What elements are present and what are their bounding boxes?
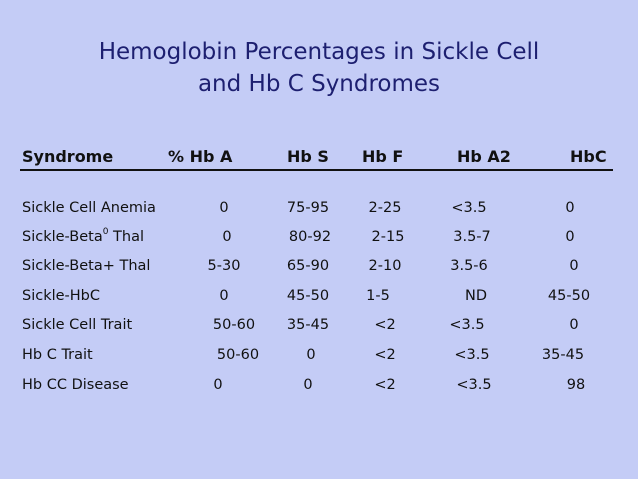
cell-hbs: 65-90 xyxy=(286,258,330,274)
cell-hba2: <3.5 xyxy=(456,377,492,393)
cell-syndrome: Hb C Trait xyxy=(22,347,93,363)
cell-hbc: 0 xyxy=(565,229,575,245)
cell-syndrome: Sickle Cell Trait xyxy=(22,317,133,333)
cell-hba: 0 xyxy=(219,288,229,304)
header-hb-s: Hb S xyxy=(287,147,329,166)
cell-hbf: 1-5 xyxy=(366,288,390,304)
table-row: Hb C Trait 50-60 0 <2 <3.5 35-45 xyxy=(0,347,638,371)
cell-hbc: 98 xyxy=(566,377,586,393)
cell-syndrome: Sickle Cell Anemia xyxy=(22,200,156,216)
cell-hbf: 2-15 xyxy=(371,229,405,245)
slide-title: Hemoglobin Percentages in Sickle Cell an… xyxy=(0,36,638,100)
cell-hbf: <2 xyxy=(374,377,396,393)
cell-hba2: <3.5 xyxy=(451,200,487,216)
cell-hbf: 2-25 xyxy=(368,200,402,216)
cell-hba: 0 xyxy=(219,200,229,216)
table-row: Sickle Cell Anemia 0 75-95 2-25 <3.5 0 xyxy=(0,200,638,224)
cell-hbf: 2-10 xyxy=(368,258,402,274)
cell-syndrome: Sickle-Beta+ Thal xyxy=(22,258,151,274)
cell-hbs: 35-45 xyxy=(286,317,330,333)
title-line-1: Hemoglobin Percentages in Sickle Cell xyxy=(98,39,540,65)
cell-hba2: 3.5-7 xyxy=(453,229,491,245)
cell-hba2: <3.5 xyxy=(454,347,490,363)
cell-hbf: <2 xyxy=(374,347,396,363)
table-row: Sickle-HbC 0 45-50 1-5 ND 45-50 xyxy=(0,288,638,312)
cell-hbs: 0 xyxy=(303,377,313,393)
cell-hba: 0 xyxy=(222,229,232,245)
cell-syndrome: Hb CC Disease xyxy=(22,377,129,393)
superscript: 0 xyxy=(102,227,109,237)
title-line-2: and Hb C Syndromes xyxy=(197,71,441,97)
header-hbc: HbC xyxy=(570,147,607,166)
header-hb-a2: Hb A2 xyxy=(457,147,511,166)
cell-hbs: 45-50 xyxy=(286,288,330,304)
cell-hbs: 0 xyxy=(306,347,316,363)
cell-hbc: 45-50 xyxy=(547,288,591,304)
header-syndrome: Syndrome xyxy=(22,147,114,166)
cell-hba: 5-30 xyxy=(207,258,241,274)
cell-syndrome: Sickle-HbC xyxy=(22,288,101,304)
cell-hba: 50-60 xyxy=(216,347,260,363)
cell-hba: 0 xyxy=(213,377,223,393)
cell-hbc: 35-45 xyxy=(541,347,585,363)
cell-hba2: 3.5-6 xyxy=(450,258,488,274)
cell-hbc: 0 xyxy=(569,317,579,333)
cell-hba: 50-60 xyxy=(212,317,256,333)
cell-hba2: ND xyxy=(464,288,488,304)
table-row: Sickle-Beta+ Thal 5-30 65-90 2-10 3.5-6 0 xyxy=(0,258,638,282)
table-row: Hb CC Disease 0 0 <2 <3.5 98 xyxy=(0,377,638,401)
cell-hbc: 0 xyxy=(569,258,579,274)
cell-hbc: 0 xyxy=(565,200,575,216)
table-row: Sickle-Beta0 Thal 0 80-92 2-15 3.5-7 0 xyxy=(0,227,638,253)
cell-syndrome: Sickle-Beta0 Thal xyxy=(22,227,145,246)
header-hb-a: % Hb A xyxy=(168,147,233,166)
header-hb-f: Hb F xyxy=(362,147,404,166)
cell-hbf: <2 xyxy=(374,317,396,333)
cell-hbs: 75-95 xyxy=(286,200,330,216)
cell-hba2: <3.5 xyxy=(449,317,485,333)
cell-hbs: 80-92 xyxy=(288,229,332,245)
header-underline xyxy=(20,169,613,171)
table-row: Sickle Cell Trait 50-60 35-45 <2 <3.5 0 xyxy=(0,317,638,341)
